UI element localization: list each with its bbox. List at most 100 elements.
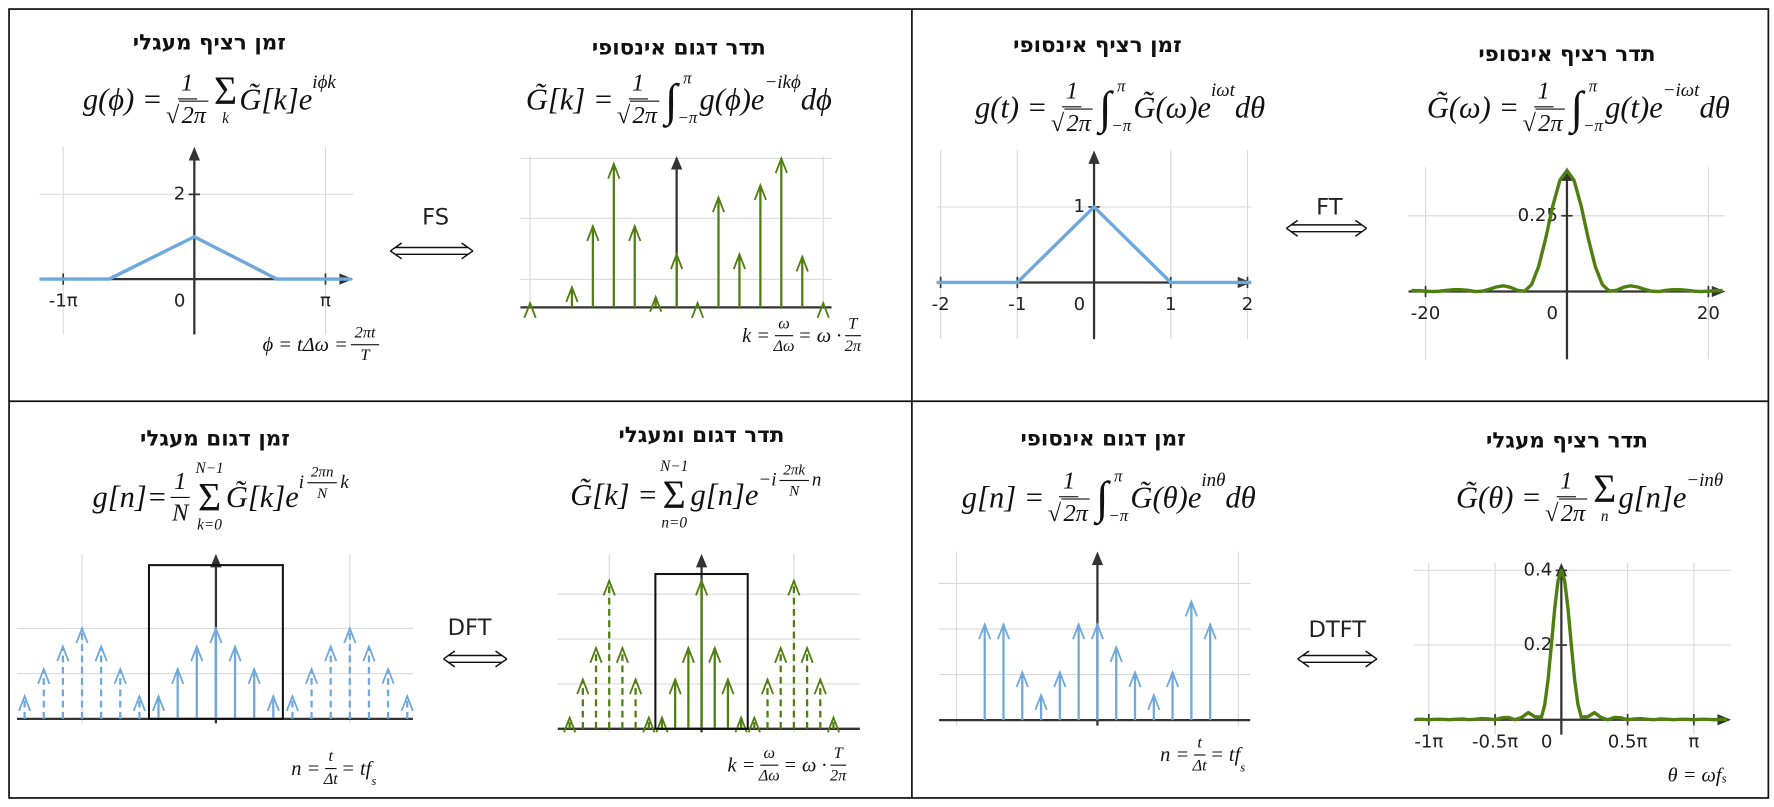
operator: Σ (1593, 466, 1617, 511)
stem-head (37, 666, 51, 685)
radicand: 2π (1535, 108, 1565, 138)
period-window (654, 572, 749, 730)
numerator: 2πt (351, 324, 379, 346)
stem-head (1015, 669, 1029, 688)
formula-text: 1 (1062, 466, 1076, 494)
denominator: 2π (845, 336, 861, 356)
x-tick-label: π (320, 291, 331, 312)
superscript: −ikϕ (765, 71, 801, 94)
formula-text: −iωt (1662, 78, 1700, 101)
stem-head (800, 645, 814, 664)
formula-text: ω (763, 744, 776, 763)
upper-limit: N−1 (660, 457, 689, 475)
formula-text: 1 (181, 68, 194, 97)
formula-text: Δt (1192, 756, 1207, 775)
formula-text: G̃(θ) = (1455, 479, 1542, 514)
formula-text: 1 (1065, 76, 1079, 104)
stem-head (747, 715, 761, 733)
y-tick-label: 0.4 (1524, 559, 1553, 580)
numerator: 1 (1556, 467, 1576, 498)
stem-head (607, 161, 621, 179)
panel-title: זמן רציף אינסופי (1013, 32, 1182, 58)
stem-head (1090, 621, 1104, 640)
period-window (147, 564, 284, 720)
stem-head (1072, 621, 1086, 640)
stem-head (642, 715, 656, 733)
stem-head (132, 693, 146, 712)
stem-head (1109, 644, 1123, 663)
formula-text: −ikϕ (764, 70, 801, 93)
curve (936, 205, 1252, 285)
numerator: 1 (628, 69, 648, 100)
stem-head (94, 643, 108, 662)
denominator: √ 2π (1522, 107, 1565, 138)
stem-head (266, 693, 280, 712)
radical-sign: √ (1545, 499, 1559, 527)
integral-limits: π −π (1111, 78, 1131, 136)
lower-limit: −π (1583, 117, 1603, 136)
denominator: Δω (773, 336, 794, 356)
variable-relation: θ = ωf s (1668, 763, 1727, 787)
formula-text: ϕ = tΔω = (262, 332, 348, 356)
formula-text: G̃[k]e (239, 81, 313, 116)
x-tick-label: -2 (932, 294, 950, 315)
x-tick-label: π (1688, 731, 1699, 752)
stem-head (1053, 669, 1067, 688)
formula-text: k = (727, 753, 756, 776)
operator: ∫ (1570, 81, 1584, 133)
stem-head (708, 645, 722, 664)
fraction: ω Δω (759, 744, 780, 786)
formula-text: ω (778, 314, 790, 333)
numerator: 1 (1062, 76, 1082, 108)
formula: g[n] = 1 √ 2π ∫ π −π G̃(θ)e inθ dθ (962, 467, 1256, 528)
denominator: Δt (324, 769, 338, 789)
upper-limit: π (1114, 468, 1123, 487)
stem-head (734, 715, 748, 733)
stem-head (826, 715, 840, 733)
formula-text: T (833, 744, 843, 763)
numerator: 2πn (307, 463, 337, 483)
integral-limits: π −π (1108, 468, 1128, 526)
formula-text: G̃[k] = (570, 477, 658, 512)
denominator: √ 2π (166, 99, 209, 130)
formula: G̃[k] = 1 √ 2π ∫ π −π g(ϕ)e −ikϕ dϕ (526, 69, 832, 130)
stem-head (753, 182, 767, 201)
formula-text: s (1721, 772, 1727, 786)
x-tick-label: 20 (1697, 303, 1720, 324)
stem-head (978, 621, 992, 640)
stem-head (381, 666, 395, 685)
numerator: 1 (177, 68, 197, 100)
formula-text: G̃(θ)e (1130, 479, 1202, 514)
integral-limits: π −π (1583, 78, 1603, 136)
stem-head (1034, 692, 1048, 711)
stem-head (615, 645, 629, 664)
x-tick-label: 2 (1242, 294, 1254, 315)
variable-relation: k = ω Δω = ω · T 2π (727, 744, 849, 786)
panel-title: תדר רציף מעגלי (1486, 428, 1648, 454)
radicand: 2π (179, 100, 209, 130)
stem-head (670, 251, 684, 270)
stem-head (589, 645, 603, 664)
fraction: ω Δω (773, 315, 794, 357)
stem-head (400, 693, 414, 712)
operator: ∫ (1095, 471, 1109, 523)
superscript: −inθ (1686, 469, 1723, 492)
radical-sign: √ (1047, 499, 1062, 527)
stem-head (668, 676, 682, 695)
axis-arrow (1088, 150, 1100, 164)
denominator: N (172, 498, 188, 527)
stem-head (816, 300, 830, 319)
radicand: 2π (1064, 108, 1094, 138)
numerator: 1 (1534, 77, 1554, 108)
fraction: 2πn N (307, 463, 337, 503)
lower-limit: k (222, 109, 229, 127)
stem-head (721, 676, 735, 695)
numerator: 2πk (779, 460, 809, 481)
double-arrow (389, 242, 474, 260)
operator: Σ (213, 68, 238, 114)
